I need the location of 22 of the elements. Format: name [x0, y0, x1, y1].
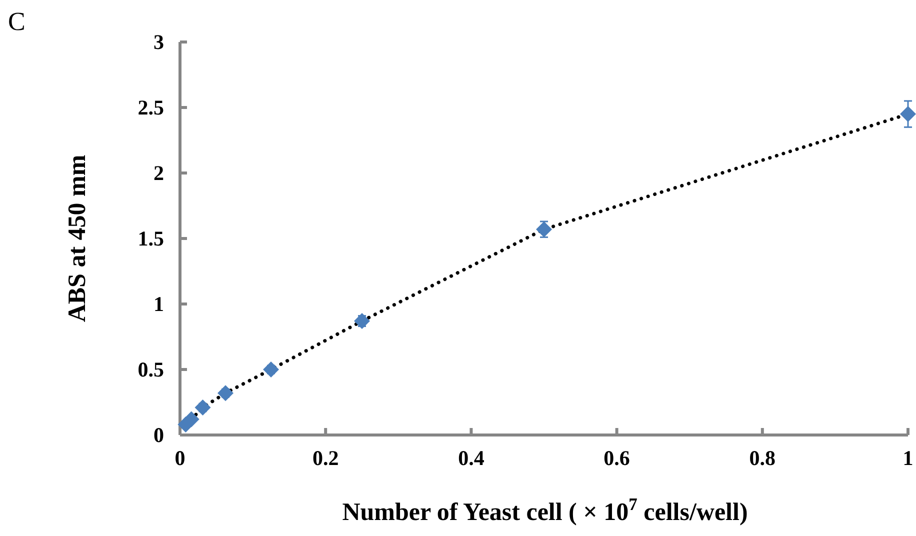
y-axis-title: ABS at 450 mm [64, 154, 91, 322]
x-tick-label: 0.2 [312, 446, 339, 470]
x-axis-title: Number of Yeast cell ( × 10$^{7}$ cells/well) [342, 494, 748, 526]
x-tick-label: 0.8 [749, 446, 776, 470]
y-tick-label: 1 [154, 292, 164, 316]
y-tick-label: 0 [154, 423, 164, 447]
x-tick-label: 1 [902, 446, 914, 470]
point [900, 106, 916, 122]
y-tick-label: 2 [154, 161, 164, 185]
y-tick-label: 1.5 [138, 226, 164, 250]
y-tick-label: 0.5 [138, 358, 164, 382]
x-tick-label: 0 [174, 446, 186, 470]
point [354, 313, 370, 330]
x-tick-label: 0.6 [604, 446, 630, 470]
point [194, 399, 211, 416]
y-tick-label: 3 [154, 30, 164, 54]
chart-title: C [8, 7, 26, 36]
y-tick-label: 2.5 [138, 96, 164, 120]
point [536, 221, 552, 238]
point [263, 362, 279, 378]
point [218, 385, 234, 402]
x-tick-label: 0.4 [458, 446, 485, 470]
